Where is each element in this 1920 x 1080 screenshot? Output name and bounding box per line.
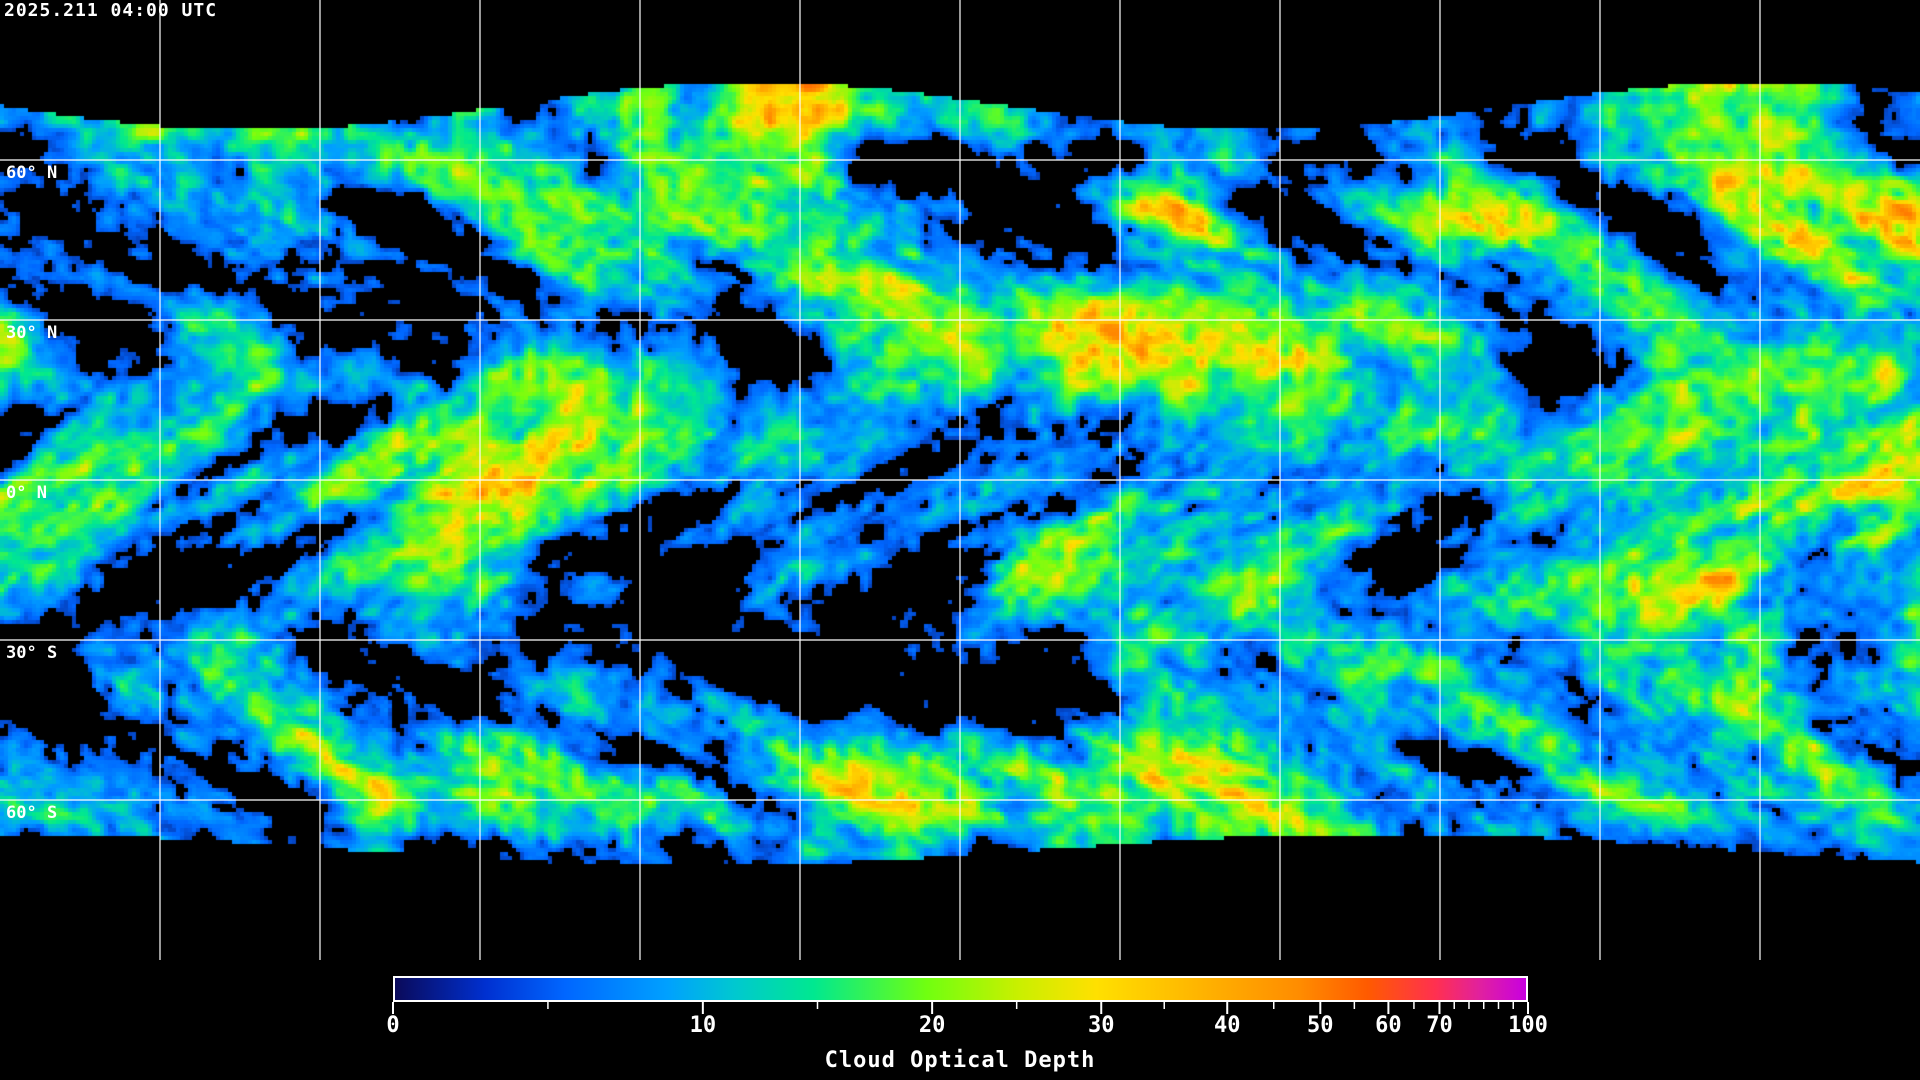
lat-label-30s: 30° S [6,643,58,663]
tick-label: 20 [918,1013,946,1038]
cloud-optical-depth-map [0,0,1920,960]
tick-label: 50 [1307,1013,1334,1038]
timestamp: 2025.211 04:00 UTC [4,0,218,21]
tick-label: 60 [1375,1013,1402,1038]
tick-label: 40 [1213,1013,1241,1038]
tick-label: 70 [1426,1013,1453,1038]
lat-label-0: 0° N [6,483,47,503]
lat-lon-grid [0,0,1920,960]
colorbar-ticks [392,1002,1529,1014]
tick-label: 10 [689,1013,717,1038]
colorbar [393,976,1528,1002]
colorbar-title: Cloud Optical Depth [824,1048,1096,1073]
tick-label: 30 [1087,1013,1115,1038]
lat-label-60s: 60° S [6,803,58,823]
lat-label-30n: 30° N [6,323,58,343]
lat-label-60n: 60° N [6,163,58,183]
tick-label: 100 [1508,1013,1548,1038]
tick-label: 0 [386,1013,400,1038]
